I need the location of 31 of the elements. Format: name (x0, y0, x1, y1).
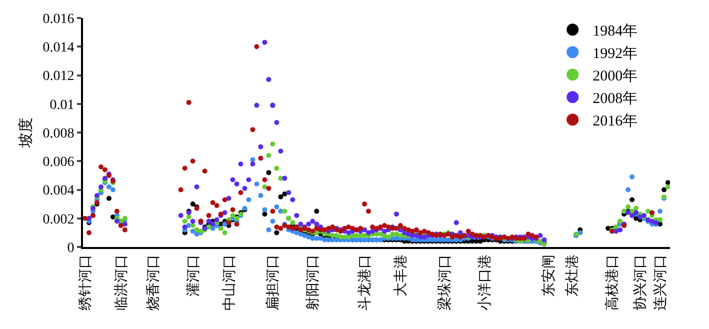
y-tick-label: 0.016 (42, 12, 74, 27)
y-tick-label: 0.012 (42, 69, 74, 84)
x-tick-label: 小洋口港 (476, 254, 493, 311)
x-tick-label: 灌河口 (185, 254, 202, 297)
y-tick-label: 0.002 (42, 212, 74, 228)
x-tick-label: 中山河口 (221, 254, 238, 311)
y-tick-label: 0 (67, 240, 74, 256)
x-tick-label: 东灶港 (564, 254, 581, 297)
x-tick-label: 绣针河口 (78, 254, 94, 311)
x-tick-label: 连兴河口 (652, 254, 669, 311)
x-tick-label: 斗龙港口 (357, 254, 374, 311)
y-tick-label: 0.008 (42, 126, 74, 142)
y-tick-label: 0.006 (42, 155, 74, 170)
y-axis-title: 坡度 (17, 118, 34, 148)
legend-label: 1992年 (592, 45, 638, 62)
y-tick-label: 0.014 (42, 40, 74, 56)
y-tick-label: 0.004 (42, 184, 74, 199)
x-tick-label: 大丰港 (393, 254, 410, 297)
x-tick-label: 高枝港口 (604, 254, 621, 311)
legend-label: 2000年 (592, 68, 638, 85)
y-tick-label: 0.01 (50, 98, 74, 113)
x-tick-label: 射阳河口 (305, 254, 322, 311)
legend-label: 2016年 (592, 112, 638, 130)
x-tick-label: 烧香河口 (145, 254, 162, 311)
legend-label: 1984年 (592, 22, 638, 40)
x-tick-label: 东安闸 (540, 254, 557, 297)
x-tick-label: 协兴河口 (632, 254, 649, 311)
x-tick-label: 临洪河口 (113, 254, 130, 311)
legend-label: 2008年 (592, 90, 638, 108)
x-tick-label: 梁垛河口 (436, 254, 453, 311)
x-tick-label: 扁担河口 (265, 254, 282, 311)
